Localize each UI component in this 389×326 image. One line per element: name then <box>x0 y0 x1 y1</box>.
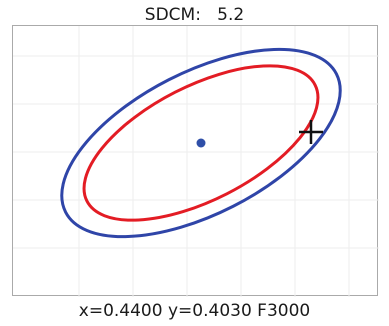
plus-crosshair-icon[interactable] <box>299 120 323 144</box>
outer-ellipse <box>60 47 342 239</box>
center-dot-icon <box>196 138 206 148</box>
plot-canvas <box>13 26 379 297</box>
sdcm-title: SDCM: 5.2 <box>0 4 389 26</box>
x-label: x= <box>78 301 104 321</box>
y-value: 0.4030 <box>192 301 252 321</box>
y-label: y= <box>167 301 193 321</box>
coordinate-readout: x=0.4400 y=0.4030 F3000 <box>0 300 389 322</box>
sdcm-label: SDCM: <box>144 5 201 25</box>
x-value: 0.4400 <box>103 301 163 321</box>
sdcm-value: 5.2 <box>217 5 245 25</box>
macadam-ellipse-plot[interactable] <box>12 25 379 297</box>
inner-ellipse <box>82 64 320 222</box>
target-cct: F3000 <box>257 301 311 321</box>
